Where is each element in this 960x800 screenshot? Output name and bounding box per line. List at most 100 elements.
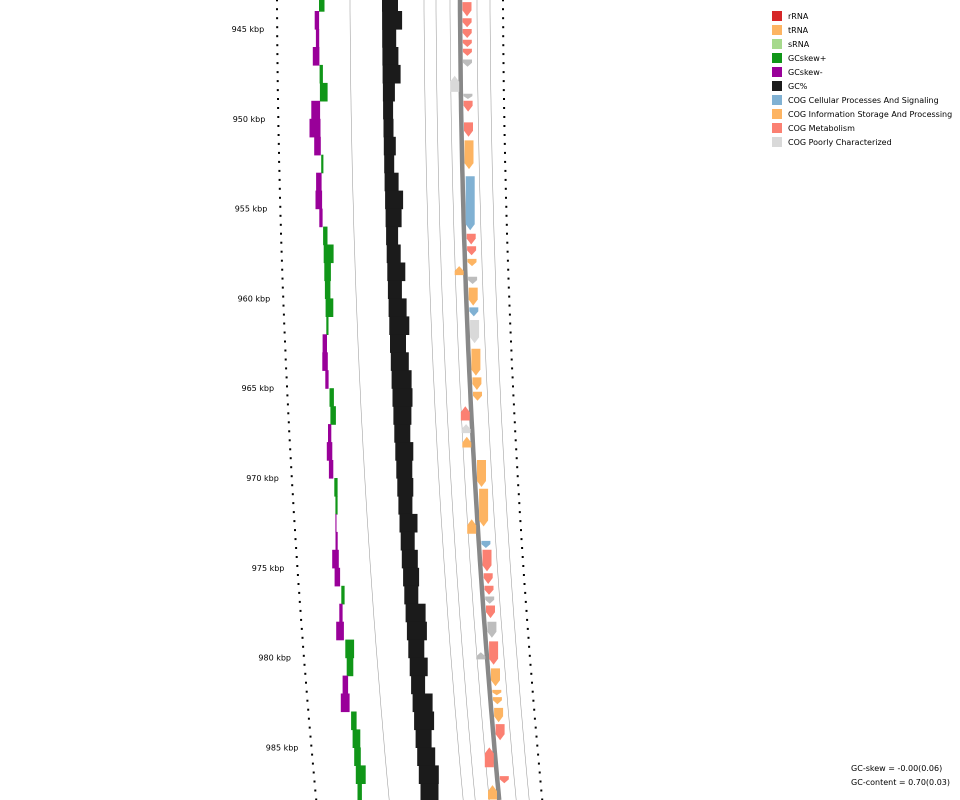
minor-tick: [276, 0, 278, 2]
outer-minor-tick: [534, 726, 537, 729]
outer-minor-tick: [508, 313, 511, 316]
outer-minor-tick: [516, 475, 519, 478]
outer-minor-tick: [528, 654, 531, 657]
gc-skew-track: [309, 0, 366, 800]
minor-tick: [276, 26, 279, 29]
outer-minor-tick: [508, 295, 511, 298]
axis-label: 970 kbp: [246, 474, 279, 483]
gc-skew-positive-bar: [346, 657, 354, 677]
legend-swatch: [772, 25, 782, 35]
minor-tick: [277, 107, 280, 109]
gene-feature: [463, 59, 472, 67]
gc-skew-positive-bar: [335, 496, 338, 515]
gc-skew-positive-bar: [321, 154, 324, 174]
guide-line: [476, 0, 517, 800]
legend-label: GCskew+: [788, 53, 827, 63]
gene-feature: [479, 488, 489, 527]
axis-label: 955 kbp: [235, 205, 268, 214]
minor-tick: [282, 304, 285, 307]
outer-minor-tick: [502, 62, 505, 65]
gc-content-bar: [414, 711, 435, 731]
minor-tick: [297, 583, 300, 585]
gc-skew-negative-bar: [314, 136, 321, 156]
minor-tick: [291, 484, 294, 487]
minor-tick: [278, 187, 281, 190]
gc-content-bar: [382, 47, 399, 66]
gc-content-bar: [386, 226, 399, 246]
gc-skew-positive-bar: [357, 783, 362, 800]
gc-content-bar: [386, 244, 401, 264]
minor-tick: [287, 412, 290, 415]
outer-minor-tick: [507, 277, 510, 280]
gene-feature: [484, 585, 494, 595]
gc-skew-negative-bar: [339, 603, 343, 623]
minor-tick: [306, 699, 309, 702]
minor-tick: [276, 53, 279, 56]
gene-feature: [477, 460, 486, 487]
gc-content-bar: [412, 693, 433, 713]
outer-minor-tick: [525, 609, 528, 612]
outer-minor-tick: [539, 780, 542, 783]
legend-item: GCskew-: [772, 65, 952, 79]
gene-feature: [482, 549, 492, 572]
minor-tick: [281, 286, 284, 289]
minor-tick: [295, 556, 298, 558]
outer-minor-tick: [524, 600, 527, 603]
gene-feature: [485, 596, 495, 604]
minor-tick: [296, 565, 299, 567]
minor-tick: [300, 627, 303, 630]
outer-minor-tick: [507, 286, 510, 289]
outer-minor-tick: [512, 403, 515, 406]
minor-tick: [280, 232, 282, 235]
gc-content-bar: [405, 603, 426, 623]
minor-tick: [299, 609, 302, 612]
gc-content-bar: [382, 29, 397, 48]
minor-tick: [309, 735, 312, 738]
gene-feature: [450, 75, 460, 92]
gc-skew-positive-bar: [319, 82, 328, 102]
outer-minor-tick: [513, 421, 516, 424]
outer-minor-tick: [506, 241, 509, 244]
outer-minor-tick: [508, 304, 511, 307]
legend-swatch: [772, 39, 782, 49]
legend-swatch: [772, 53, 782, 63]
gc-content-bar: [390, 334, 406, 353]
gc-content-bar: [382, 64, 401, 84]
outer-minor-tick: [502, 8, 504, 11]
outer-minor-tick: [514, 439, 517, 442]
minor-tick: [282, 295, 285, 298]
gc-content-bar: [390, 352, 409, 371]
gene-feature: [463, 100, 473, 112]
gc-content-bar: [396, 460, 413, 479]
minor-tick: [279, 196, 281, 199]
minor-tick: [300, 618, 303, 621]
outer-minor-tick: [526, 627, 529, 630]
gc-content-bar: [409, 657, 428, 677]
outer-minor-tick: [505, 223, 508, 226]
outer-minor-tick: [504, 187, 507, 190]
legend-item: COG Cellular Processes And Signaling: [772, 93, 952, 107]
minor-tick: [310, 744, 313, 747]
minor-tick: [276, 71, 279, 74]
minor-tick: [282, 313, 285, 316]
gc-skew-positive-bar: [323, 226, 328, 246]
minor-tick: [277, 116, 280, 118]
outer-minor-tick: [531, 681, 533, 684]
minor-tick: [278, 151, 280, 154]
axis-label: 985 kbp: [266, 743, 299, 752]
guide-lines: [349, 0, 530, 800]
minor-tick: [302, 654, 305, 657]
minor-tick: [277, 142, 280, 145]
outer-minor-tick: [503, 107, 506, 109]
outer-minor-tick: [515, 448, 518, 451]
outer-minor-tick: [502, 35, 505, 38]
minor-tick: [307, 717, 310, 720]
gc-skew-negative-bar: [322, 334, 327, 353]
gc-content-bar: [420, 783, 439, 800]
minor-tick: [292, 502, 295, 505]
minor-tick: [276, 80, 279, 83]
minor-tick: [308, 726, 311, 729]
axis-label: 975 kbp: [252, 564, 285, 573]
outer-minor-tick: [532, 699, 535, 702]
minor-tick: [288, 430, 291, 433]
